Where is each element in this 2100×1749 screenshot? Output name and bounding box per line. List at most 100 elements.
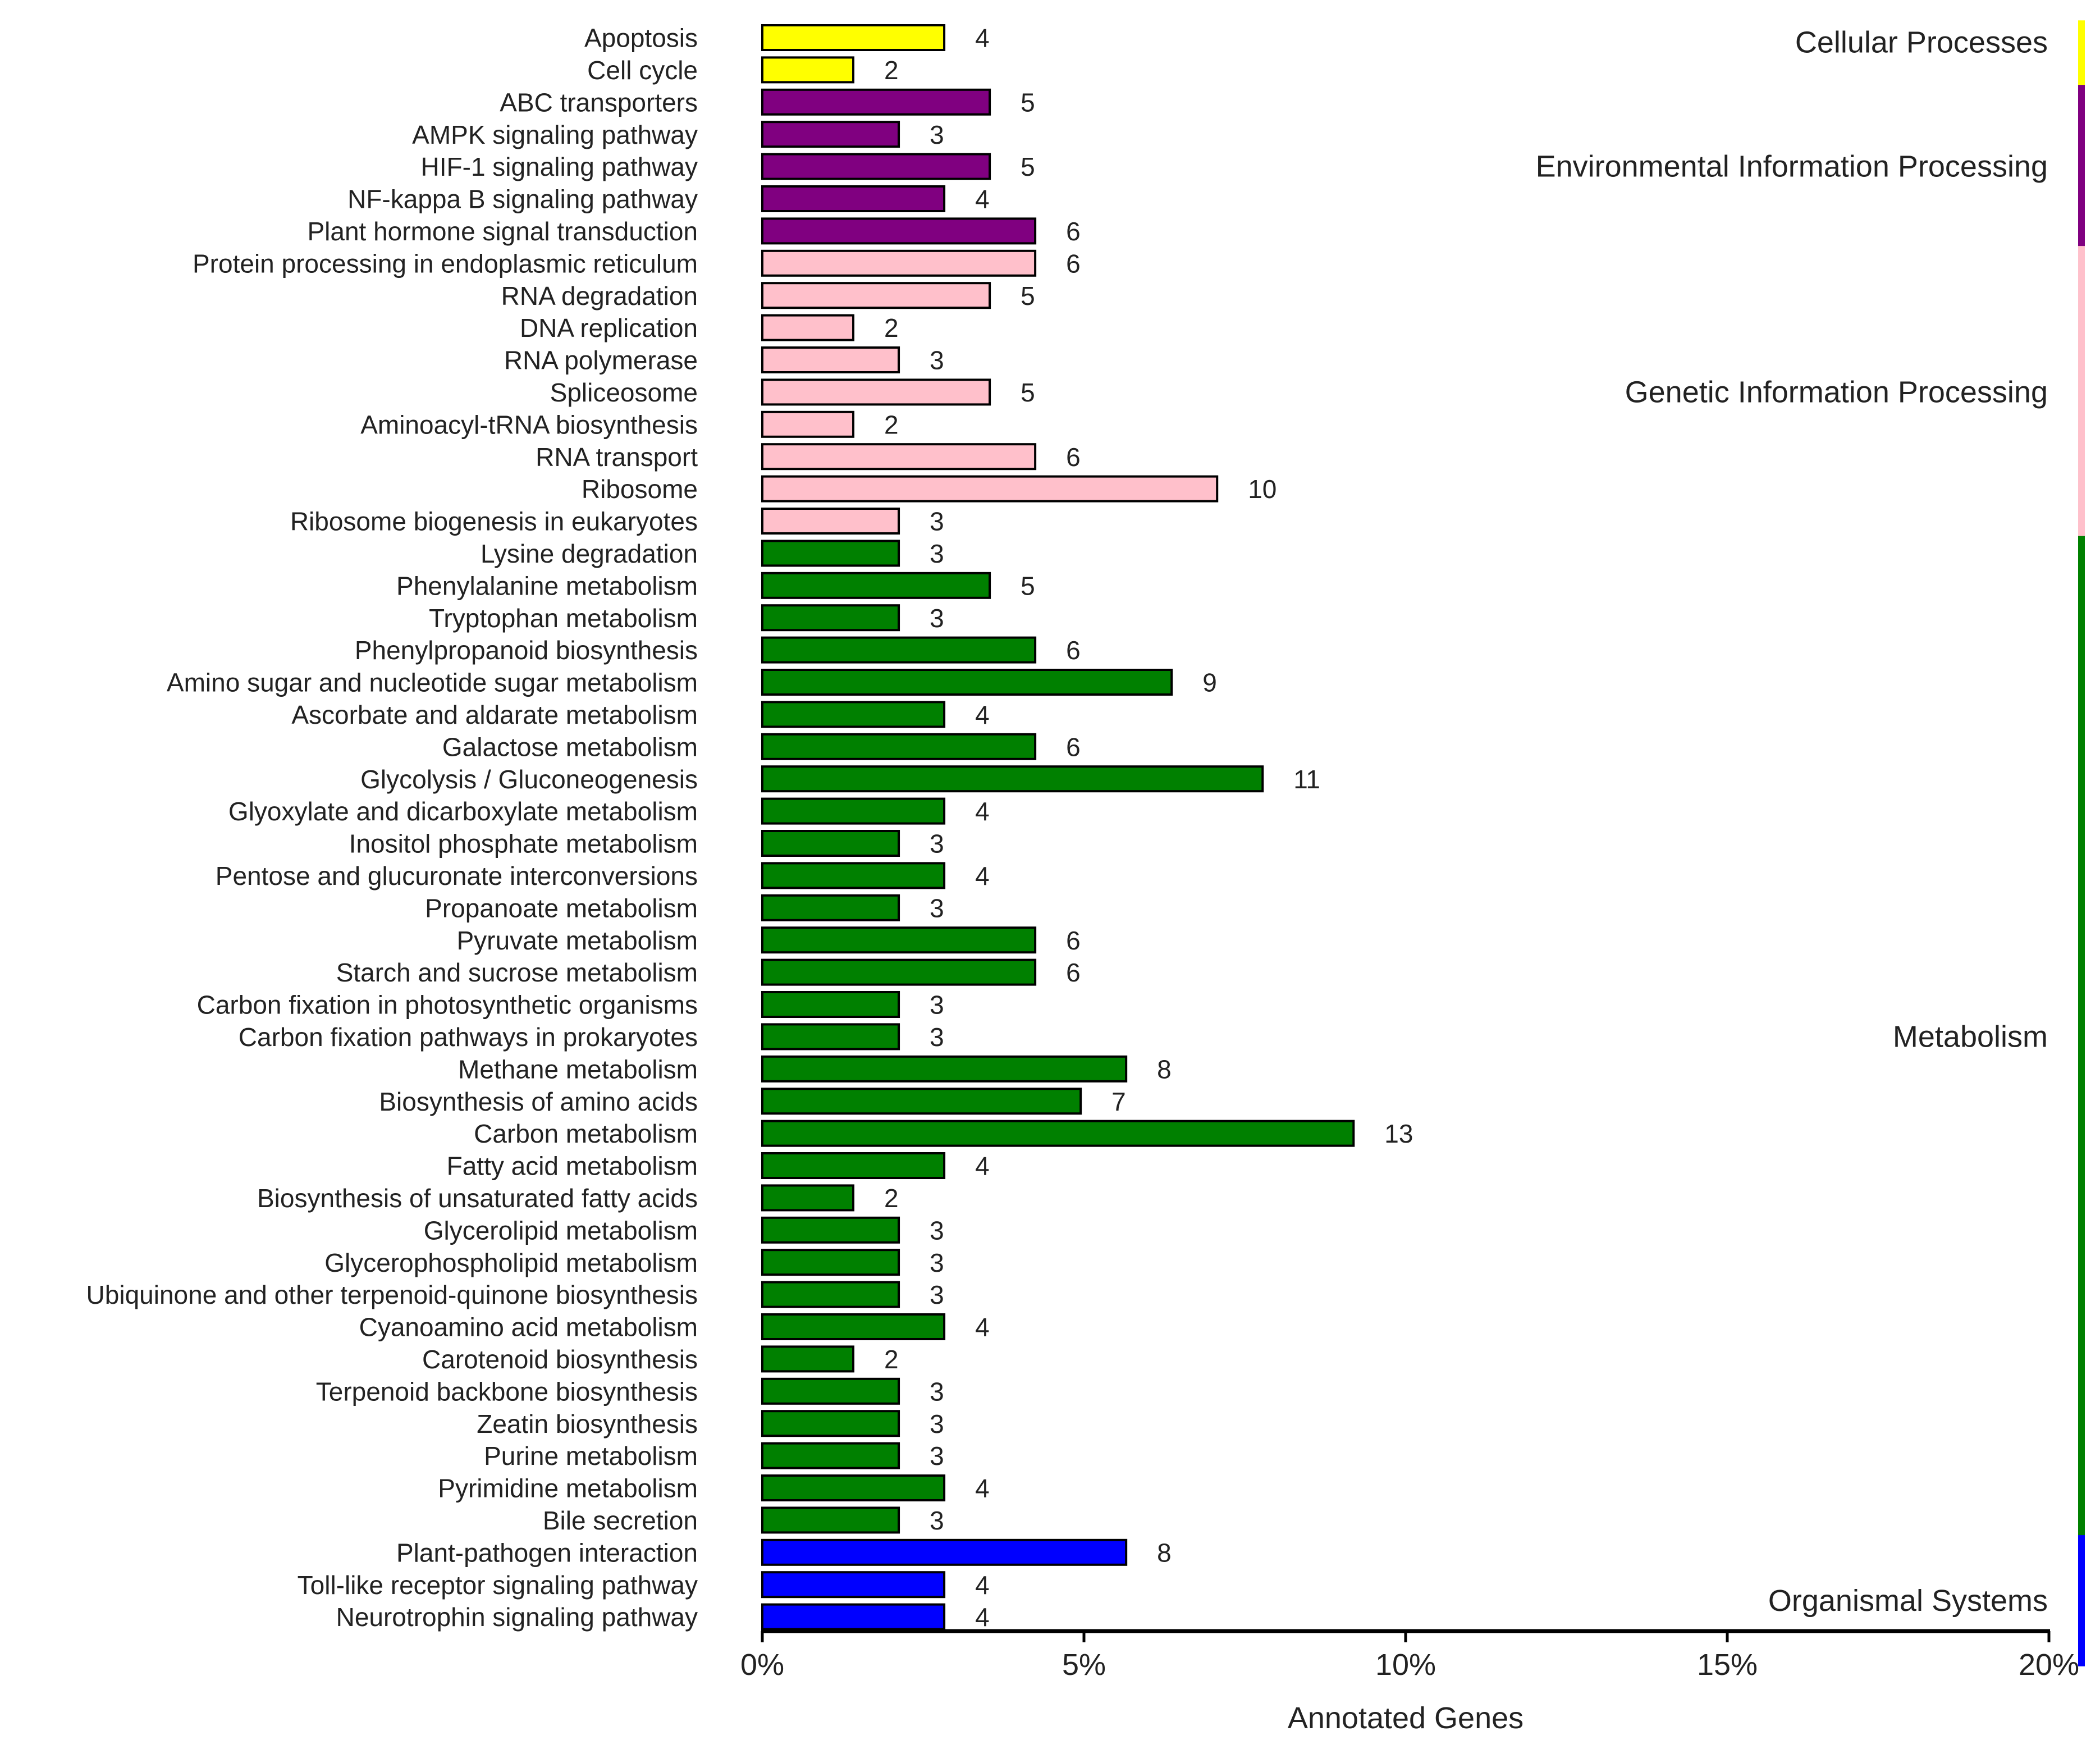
bar-toll-like-receptor-signaling-pathway	[761, 1571, 946, 1599]
x-axis: 0% 5% 10% 15% 20% Annotated Genes	[740, 1629, 2079, 1735]
value-label-amino-sugar-and-nucleotide-sugar-metabolism: 9	[1202, 668, 1217, 697]
bar-ampk-signaling-pathway	[761, 121, 900, 148]
value-label-rna-degradation: 5	[1021, 281, 1035, 310]
bar-biosynthesis-of-amino-acids	[761, 1088, 1082, 1115]
value-label-ascorbate-and-aldarate-metabolism: 4	[975, 700, 990, 729]
category-label-neurotrophin-signaling-pathway: Neurotrophin signaling pathway	[336, 1602, 698, 1632]
value-label-carbon-fixation-in-photosynthetic-organisms: 3	[930, 990, 944, 1020]
bar-carbon-metabolism	[761, 1120, 1355, 1147]
category-label-aminoacyl-trna-biosynthesis: Aminoacyl-tRNA biosynthesis	[360, 410, 698, 439]
value-label-plant-hormone-signal-transduction: 6	[1066, 217, 1081, 246]
value-label-starch-and-sucrose-metabolism: 6	[1066, 958, 1081, 987]
category-label-pentose-and-glucuronate-interconversions: Pentose and glucuronate interconversions	[216, 861, 698, 891]
bar-rna-polymerase	[761, 346, 900, 373]
category-label-plant-pathogen-interaction: Plant-pathogen interaction	[396, 1538, 698, 1567]
group-label-environmental-information-processing: Environmental Information Processing	[1536, 150, 2048, 184]
value-label-carbon-metabolism: 13	[1384, 1119, 1413, 1148]
value-label-glycolysis-gluconeogenesis: 11	[1293, 765, 1320, 794]
category-label-purine-metabolism: Purine metabolism	[484, 1441, 698, 1471]
category-label-glycolysis-gluconeogenesis: Glycolysis / Gluconeogenesis	[360, 765, 698, 794]
bar-cyanoamino-acid-metabolism	[761, 1313, 946, 1340]
category-label-propanoate-metabolism: Propanoate metabolism	[425, 893, 698, 923]
category-label-hif-1-signaling-pathway: HIF-1 signaling pathway	[421, 152, 698, 181]
category-label-glycerophospholipid-metabolism: Glycerophospholipid metabolism	[324, 1248, 698, 1277]
category-label-galactose-metabolism: Galactose metabolism	[442, 732, 698, 761]
category-label-cell-cycle: Cell cycle	[587, 56, 698, 85]
category-labels: Apoptosis Cell cycle ABC transporters AMPK …	[86, 24, 698, 1632]
category-label-ribosome-biogenesis-in-eukaryotes: Ribosome biogenesis in eukaryotes	[290, 507, 698, 536]
value-label-carotenoid-biosynthesis: 2	[884, 1345, 899, 1374]
category-label-fatty-acid-metabolism: Fatty acid metabolism	[447, 1152, 698, 1181]
category-label-tryptophan-metabolism: Tryptophan metabolism	[429, 604, 698, 633]
group-bar-metabolism	[2078, 536, 2085, 1538]
group-brackets: Cellular Processes Environmental Informat…	[1536, 20, 2085, 1666]
value-label-plant-pathogen-interaction: 8	[1157, 1538, 1172, 1567]
category-label-zeatin-biosynthesis: Zeatin biosynthesis	[477, 1409, 698, 1439]
bar-tryptophan-metabolism	[761, 604, 900, 632]
category-label-starch-and-sucrose-metabolism: Starch and sucrose metabolism	[336, 958, 698, 987]
category-label-glyoxylate-and-dicarboxylate-metabolism: Glyoxylate and dicarboxylate metabolism	[228, 797, 698, 826]
bar-ribosome-biogenesis-in-eukaryotes	[761, 508, 900, 535]
value-label-pentose-and-glucuronate-interconversions: 4	[975, 861, 990, 891]
bar-rna-degradation	[761, 282, 991, 309]
category-label-terpenoid-backbone-biosynthesis: Terpenoid backbone biosynthesis	[316, 1377, 698, 1406]
category-label-carotenoid-biosynthesis: Carotenoid biosynthesis	[422, 1345, 698, 1374]
value-label-ribosome: 10	[1248, 474, 1277, 504]
value-label-biosynthesis-of-amino-acids: 7	[1111, 1087, 1126, 1116]
value-label-apoptosis: 4	[975, 24, 990, 53]
category-label-rna-transport: RNA transport	[536, 442, 698, 472]
bar-hif-1-signaling-pathway	[761, 153, 991, 180]
value-label-ubiquinone-and-other-terpenoid-quinone-biosynthesis: 3	[930, 1280, 944, 1309]
bar-ubiquinone-and-other-terpenoid-quinone-biosynthesis	[761, 1281, 900, 1308]
bar-aminoacyl-trna-biosynthesis	[761, 410, 855, 438]
category-label-nf-kappa-b-signaling-pathway: NF-kappa B signaling pathway	[347, 185, 698, 214]
bar-glyoxylate-and-dicarboxylate-metabolism	[761, 797, 946, 825]
value-label-cyanoamino-acid-metabolism: 4	[975, 1313, 990, 1342]
bar-plant-hormone-signal-transduction	[761, 217, 1037, 245]
value-label-aminoacyl-trna-biosynthesis: 2	[884, 410, 899, 439]
bar-propanoate-metabolism	[761, 894, 900, 921]
category-label-toll-like-receptor-signaling-pathway: Toll-like receptor signaling pathway	[298, 1570, 698, 1600]
bar-plant-pathogen-interaction	[761, 1538, 1128, 1566]
group-bar-environmental-information-processing	[2078, 85, 2085, 249]
category-label-methane-metabolism: Methane metabolism	[458, 1054, 698, 1084]
bar-apoptosis	[761, 24, 946, 51]
category-label-ribosome: Ribosome	[582, 474, 698, 504]
category-label-carbon-fixation-in-photosynthetic-organisms: Carbon fixation in photosynthetic organi…	[197, 990, 698, 1020]
bar-dna-replication	[761, 314, 855, 341]
group-label-metabolism: Metabolism	[1893, 1020, 2048, 1053]
bar-glycolysis-gluconeogenesis	[761, 765, 1264, 793]
value-label-glycerophospholipid-metabolism: 3	[930, 1248, 944, 1277]
value-label-bile-secretion: 3	[930, 1506, 944, 1535]
group-label-organismal-systems: Organismal Systems	[1768, 1584, 2048, 1618]
value-label-terpenoid-backbone-biosynthesis: 3	[930, 1377, 944, 1406]
bar-galactose-metabolism	[761, 733, 1037, 760]
category-label-ampk-signaling-pathway: AMPK signaling pathway	[412, 120, 698, 149]
bar-protein-processing-in-endoplasmic-reticulum	[761, 249, 1037, 277]
bar-starch-and-sucrose-metabolism	[761, 958, 1037, 986]
bar-spliceosome	[761, 378, 991, 406]
bar-purine-metabolism	[761, 1442, 900, 1469]
category-label-rna-polymerase: RNA polymerase	[504, 346, 698, 375]
value-label-pyruvate-metabolism: 6	[1066, 926, 1081, 955]
value-label-biosynthesis-of-unsaturated-fatty-acids: 2	[884, 1184, 899, 1213]
category-label-biosynthesis-of-unsaturated-fatty-acids: Biosynthesis of unsaturated fatty acids	[257, 1184, 698, 1213]
bar-abc-transporters	[761, 88, 991, 116]
value-label-phenylalanine-metabolism: 5	[1021, 571, 1035, 600]
group-bar-organismal-systems	[2078, 1535, 2085, 1666]
category-label-amino-sugar-and-nucleotide-sugar-metabolism: Amino sugar and nucleotide sugar metabol…	[167, 668, 698, 697]
value-label-rna-transport: 6	[1066, 442, 1081, 472]
value-label-nf-kappa-b-signaling-pathway: 4	[975, 185, 990, 214]
category-label-phenylpropanoid-biosynthesis: Phenylpropanoid biosynthesis	[355, 636, 698, 665]
bar-zeatin-biosynthesis	[761, 1410, 900, 1437]
value-label-protein-processing-in-endoplasmic-reticulum: 6	[1066, 249, 1081, 278]
value-label-dna-replication: 2	[884, 313, 899, 343]
category-label-biosynthesis-of-amino-acids: Biosynthesis of amino acids	[379, 1087, 698, 1116]
category-label-cyanoamino-acid-metabolism: Cyanoamino acid metabolism	[359, 1313, 698, 1342]
bar-ascorbate-and-aldarate-metabolism	[761, 701, 946, 728]
bar-glycerolipid-metabolism	[761, 1216, 900, 1244]
category-label-pyrimidine-metabolism: Pyrimidine metabolism	[438, 1474, 698, 1503]
value-label-glyoxylate-and-dicarboxylate-metabolism: 4	[975, 797, 990, 826]
